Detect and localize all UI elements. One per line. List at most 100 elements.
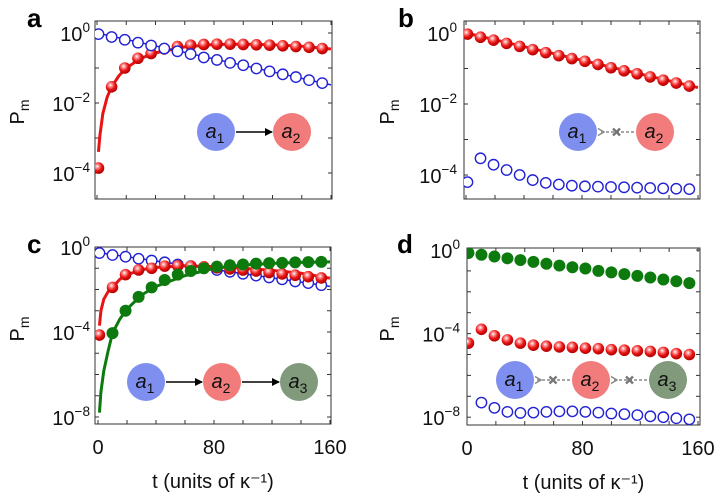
blue-data-point	[250, 62, 263, 75]
red-data-point	[132, 264, 145, 276]
red-data-point	[467, 337, 475, 349]
red-data-point	[527, 339, 540, 351]
green-data-point	[158, 273, 171, 286]
green-data-point	[475, 248, 488, 261]
red-data-point	[95, 329, 106, 341]
blue-data-point	[539, 176, 552, 189]
green-data-point	[618, 268, 631, 281]
y-tick-label: 10−4	[422, 321, 460, 347]
red-data-point	[605, 343, 618, 356]
green-data-point	[527, 255, 540, 268]
green-data-point	[670, 275, 683, 288]
red-data-point	[540, 340, 553, 352]
blue-data-point	[118, 33, 131, 46]
blue-data-point	[95, 28, 105, 41]
node-a1	[197, 113, 235, 151]
panel-label: a	[27, 3, 42, 33]
red-data-point	[539, 46, 552, 59]
plot-area	[464, 28, 699, 196]
red-data-point	[644, 71, 656, 83]
axes-box	[463, 20, 701, 200]
green-data-point	[315, 255, 328, 268]
red-data-point	[263, 266, 275, 279]
blue-data-point	[487, 158, 500, 171]
node-a2	[273, 113, 311, 151]
x-tick-label: 0	[92, 437, 103, 459]
green-data-point	[605, 266, 618, 279]
blue-data-point	[553, 405, 566, 418]
blue-data-point	[289, 71, 302, 83]
green-data-point	[210, 260, 223, 273]
red-data-point	[290, 40, 302, 53]
panel-a: 100 10−2 10−4 Pm a a1 a2	[7, 3, 333, 200]
green-data-point	[223, 259, 236, 272]
red-data-point	[237, 38, 250, 51]
red-data-point	[316, 42, 329, 55]
green-data-point	[184, 265, 197, 278]
red-data-point	[670, 347, 683, 360]
red-data-point	[487, 34, 500, 46]
red-data-point	[250, 39, 263, 51]
blue-data-point	[670, 182, 683, 195]
y-tick-label: 10−2	[52, 90, 90, 116]
y-tick-label: 100	[60, 20, 90, 46]
green-data-point	[644, 271, 657, 284]
x-axis-label: t (units of κ⁻¹)	[523, 472, 645, 494]
blue-data-point	[303, 74, 315, 87]
green-data-point	[631, 269, 644, 282]
red-data-point	[171, 260, 184, 272]
blue-data-point	[197, 51, 210, 64]
blue-data-point	[514, 407, 527, 419]
green-data-point	[501, 252, 514, 265]
plot-area	[95, 28, 332, 174]
y-tick-label: 10−8	[422, 404, 460, 430]
red-data-point	[464, 28, 474, 40]
blue-data-point	[579, 180, 591, 193]
cross-icon	[548, 375, 558, 385]
green-data-point	[683, 277, 696, 290]
coupling-diagram: a1 a2 a3	[127, 363, 318, 401]
blue-data-point	[500, 164, 513, 176]
blue-data-point	[565, 179, 578, 192]
blue-data-point	[119, 250, 132, 263]
node-label-a2: a2	[282, 121, 301, 146]
x-tick-label: 80	[571, 438, 593, 460]
red-data-point	[276, 268, 288, 280]
green-data-point	[171, 268, 184, 281]
blue-data-point	[105, 31, 118, 43]
red-data-point	[276, 40, 289, 52]
red-data-point	[211, 38, 223, 50]
node-label-a1: a1	[505, 369, 524, 394]
red-data-point	[95, 162, 105, 174]
green-data-point	[467, 248, 475, 259]
blue-data-point	[579, 405, 592, 418]
blue-data-point	[657, 411, 670, 424]
node-label-a2: a2	[581, 369, 600, 394]
red-data-point	[158, 260, 171, 272]
node-label-a3: a3	[658, 369, 677, 394]
red-data-point	[618, 344, 631, 357]
y-tick-label: 10−4	[419, 162, 457, 188]
x-tick-label: 160	[313, 437, 346, 459]
red-data-point	[263, 39, 276, 51]
red-data-point	[474, 31, 487, 44]
node-a3	[280, 363, 318, 401]
y-tick-label: 10−4	[52, 160, 90, 186]
panel-label: d	[397, 229, 413, 259]
panel-d: 100 10−4 10−80 80 160 t (units of κ⁻¹) Pm d a1 a2…	[377, 229, 715, 494]
red-data-point	[514, 337, 527, 349]
red-data-point	[106, 281, 119, 294]
green-data-point	[119, 304, 132, 317]
cross-icon	[612, 127, 621, 137]
red-data-point	[683, 80, 696, 92]
red-data-point	[670, 77, 683, 89]
node-label-a1: a1	[136, 371, 155, 396]
node-label-a1: a1	[206, 121, 225, 146]
red-data-point	[145, 262, 158, 275]
green-data-point	[237, 258, 249, 271]
blue-data-point	[566, 405, 579, 418]
red-data-point	[553, 341, 566, 353]
blue-data-point	[618, 408, 631, 421]
x-tick-label: 160	[681, 438, 714, 460]
red-data-point	[197, 38, 210, 51]
